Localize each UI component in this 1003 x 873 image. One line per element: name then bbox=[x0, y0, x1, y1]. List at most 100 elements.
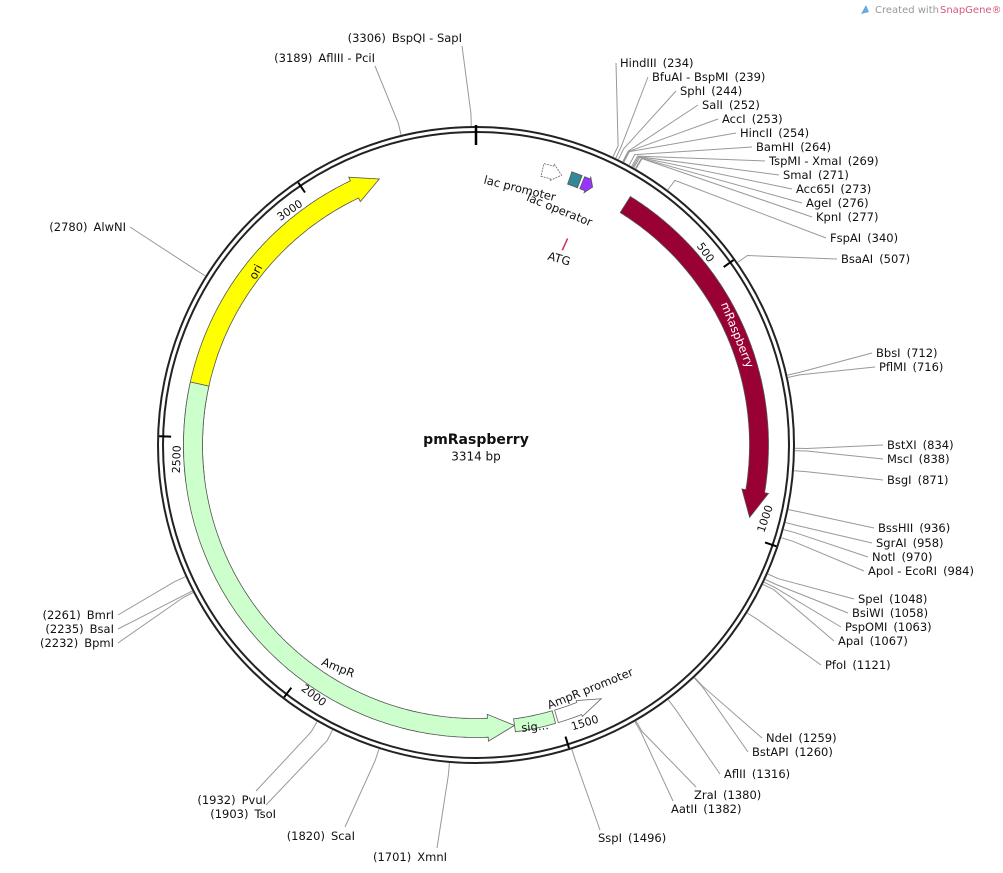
feature-arc bbox=[540, 163, 563, 182]
site-position: (276) bbox=[838, 196, 869, 210]
site-name: BamHI bbox=[756, 140, 794, 154]
site-name: ZraI bbox=[694, 788, 717, 802]
site-name: Acc65I bbox=[796, 182, 834, 196]
site-name: NotI bbox=[872, 550, 896, 564]
feature-arc bbox=[567, 171, 583, 189]
tick-label: 1000 bbox=[755, 503, 776, 534]
plasmid-name: pmRaspberry bbox=[423, 432, 529, 448]
credit: Created with SnapGene® bbox=[861, 5, 1002, 16]
site-label: AccI (253) bbox=[722, 112, 783, 126]
site-leader bbox=[785, 522, 873, 544]
site-position: (2780) bbox=[49, 220, 87, 234]
site-leader bbox=[265, 729, 334, 806]
site-position: (273) bbox=[840, 182, 871, 196]
credit-prefix: Created with bbox=[875, 5, 939, 16]
site-position: (1701) bbox=[373, 850, 411, 864]
site-name: SgrAI bbox=[876, 536, 907, 550]
site-label: (2232) BpmI bbox=[40, 636, 114, 650]
site-position: (277) bbox=[848, 210, 879, 224]
site-position: (838) bbox=[919, 452, 950, 466]
site-name: AccI bbox=[722, 112, 746, 126]
site-label: BfuAI - BspMI (239) bbox=[652, 70, 765, 84]
site-name: ApoI - EcoRI bbox=[868, 564, 937, 578]
site-leader bbox=[694, 677, 763, 739]
site-label: (3306) BspQI - SapI bbox=[348, 31, 462, 45]
site-position: (1067) bbox=[870, 634, 908, 648]
site-name: BspQI - SapI bbox=[392, 31, 462, 45]
site-position: (269) bbox=[848, 154, 879, 168]
site-name: SmaI bbox=[783, 168, 812, 182]
site-leader bbox=[622, 118, 719, 163]
site-position: (1316) bbox=[752, 767, 790, 781]
site-position: (2261) bbox=[43, 608, 81, 622]
site-leader bbox=[117, 576, 186, 616]
site-label: (2261) BmrI bbox=[43, 608, 114, 622]
site-name: AgeI bbox=[806, 196, 832, 210]
site-leader bbox=[615, 76, 649, 159]
site-leader bbox=[793, 470, 884, 481]
site-leader bbox=[783, 529, 869, 558]
credit-logo bbox=[861, 5, 869, 14]
site-label: AgeI (276) bbox=[806, 196, 869, 210]
site-label: AflII (1316) bbox=[724, 767, 790, 781]
site-position: (1063) bbox=[893, 620, 931, 634]
site-leader bbox=[787, 366, 876, 378]
site-name: PspOMI bbox=[845, 620, 887, 634]
site-name: ApaI bbox=[838, 634, 864, 648]
site-name: SspI bbox=[598, 831, 622, 845]
site-position: (340) bbox=[867, 231, 898, 245]
site-label: HindIII (234) bbox=[620, 56, 694, 70]
site-name: HindIII bbox=[620, 56, 657, 70]
site-label: SmaI (271) bbox=[783, 168, 849, 182]
credit-brand: SnapGene® bbox=[940, 5, 1002, 16]
site-name: AflII bbox=[724, 767, 746, 781]
site-position: (1932) bbox=[197, 793, 235, 807]
site-label: KpnI (277) bbox=[816, 210, 878, 224]
site-position: (1496) bbox=[628, 831, 666, 845]
site-leader bbox=[737, 254, 838, 263]
site-position: (1260) bbox=[795, 745, 833, 759]
site-name: AatII bbox=[671, 802, 697, 816]
site-label: BbsI (712) bbox=[876, 346, 938, 360]
site-name: BmrI bbox=[87, 608, 114, 622]
site-leader bbox=[667, 179, 827, 239]
site-name: NdeI bbox=[766, 731, 792, 745]
site-name: AflIII - PciI bbox=[318, 51, 375, 65]
site-label: MscI (838) bbox=[887, 452, 950, 466]
site-position: (1259) bbox=[798, 731, 836, 745]
site-name: BfuAI - BspMI bbox=[652, 70, 728, 84]
site-leader bbox=[461, 45, 472, 127]
site-leader bbox=[762, 583, 835, 642]
site-leader bbox=[765, 579, 849, 614]
site-name: PflMI bbox=[879, 360, 907, 374]
site-label: (3189) AflIII - PciI bbox=[274, 51, 375, 65]
site-leader bbox=[781, 537, 865, 572]
site-leader bbox=[635, 157, 813, 218]
site-leader bbox=[374, 65, 402, 136]
site-label: BstXI (834) bbox=[887, 438, 954, 452]
site-leader bbox=[622, 104, 699, 162]
site-leader bbox=[436, 762, 450, 849]
site-position: (1380) bbox=[723, 788, 761, 802]
site-leader bbox=[635, 720, 697, 788]
site-position: (936) bbox=[919, 521, 950, 535]
site-name: BpmI bbox=[84, 636, 114, 650]
features bbox=[183, 163, 770, 742]
site-leader bbox=[628, 146, 753, 166]
site-name: TsoI bbox=[253, 807, 276, 821]
site-name: BsiWI bbox=[852, 606, 884, 620]
site-leader bbox=[631, 155, 766, 167]
site-label: (1701) XmnI bbox=[373, 850, 447, 864]
site-position: (712) bbox=[907, 346, 938, 360]
feature-label: lac operator bbox=[525, 190, 595, 229]
site-label: PspOMI (1063) bbox=[845, 620, 932, 634]
site-position: (2232) bbox=[40, 636, 78, 650]
tick-mark bbox=[764, 541, 777, 548]
site-leader bbox=[794, 450, 884, 460]
site-leader bbox=[632, 156, 780, 176]
site-name: PvuI bbox=[242, 793, 266, 807]
site-name: BssHII bbox=[878, 521, 913, 535]
site-position: (1903) bbox=[210, 807, 248, 821]
tick-mark bbox=[283, 687, 293, 698]
